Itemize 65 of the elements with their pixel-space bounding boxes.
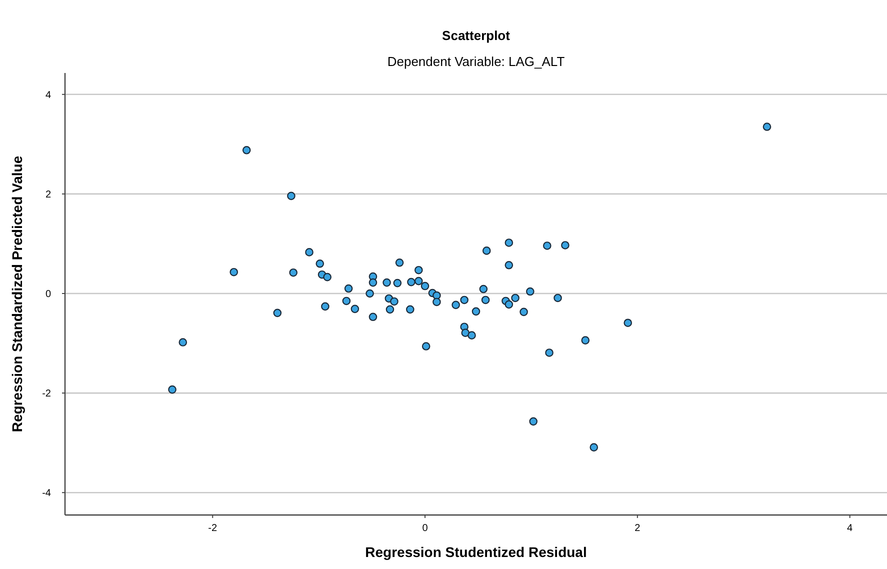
point [543,242,552,250]
point [504,260,514,270]
point [386,305,394,314]
point [624,318,632,328]
point [414,276,423,286]
point [382,278,391,287]
point [287,192,296,200]
point [511,294,520,302]
y-tick-label: -2 [42,388,52,400]
point [432,298,441,306]
point [344,284,353,293]
point [452,300,460,310]
y-tick-label: -4 [42,488,52,500]
chart-title: Scatterplot [442,28,511,43]
point [305,248,314,256]
point [526,287,534,296]
point [407,278,416,286]
point [230,268,238,276]
point [762,122,772,131]
point [590,443,598,452]
x-axis-title: Regression Studentized Residual [365,544,587,560]
point [342,296,351,306]
point [321,302,330,311]
point [561,241,570,250]
point [481,296,490,304]
point [289,268,298,277]
point [323,272,332,282]
point [316,259,324,268]
point [461,328,470,337]
point [460,296,468,304]
point [242,146,251,154]
point [545,348,554,357]
point [420,282,430,290]
y-axis-title: Regression Standardized Predicted Value [9,156,25,432]
point [482,246,491,255]
point [366,289,374,298]
point [504,300,514,309]
point [479,284,488,294]
point [414,266,423,274]
point [529,417,538,426]
chart-subtitle: Dependent Variable: LAG_ALT [387,54,565,69]
x-tick-label: -2 [208,523,218,534]
x-tick-label: 2 [634,523,641,534]
point [395,258,404,267]
x-tick-label: 0 [422,523,428,534]
x-tick-label: 4 [847,523,854,534]
point [390,297,398,306]
point [472,307,480,316]
point [368,312,378,322]
y-tick-label: 2 [45,189,52,200]
point [504,238,514,247]
point [168,385,176,394]
point [368,278,378,287]
point [350,304,360,314]
point [422,342,430,350]
point [554,294,562,302]
point [273,308,282,318]
y-tick-label: 4 [45,90,52,101]
point [406,305,414,314]
point [520,308,528,316]
point [393,278,402,288]
y-tick-label: 0 [45,289,52,300]
point [178,338,188,346]
point [581,336,590,344]
point [468,331,476,340]
